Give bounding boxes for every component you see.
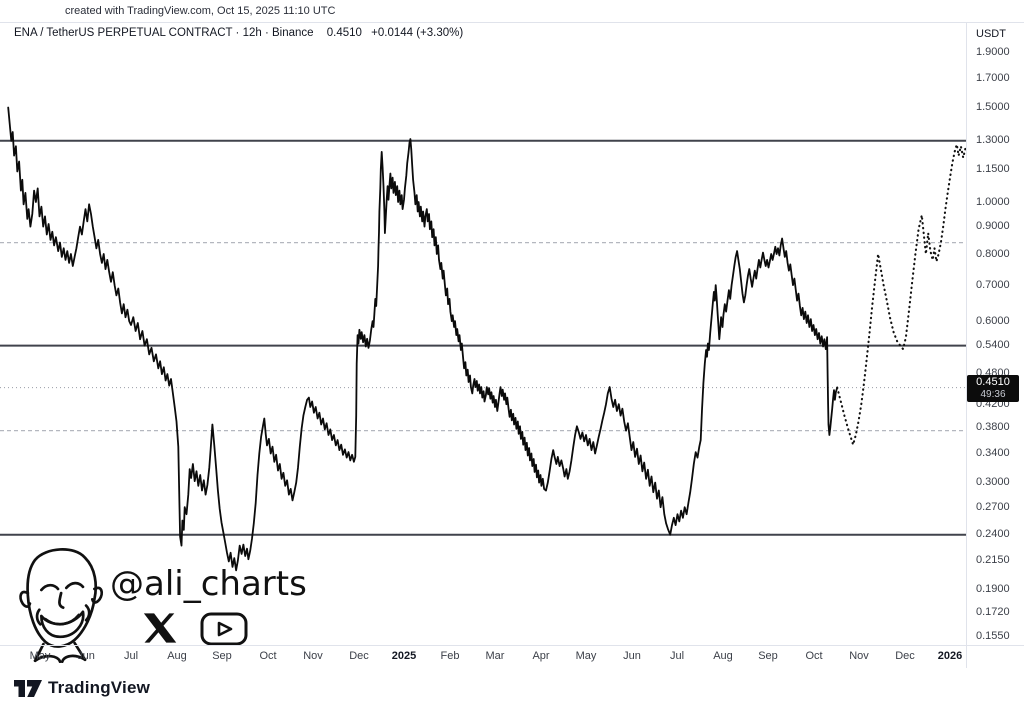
time-axis-label-oct: Oct [259, 650, 277, 662]
price-axis-label: 1.9000 [976, 46, 1010, 58]
time-axis-label-oct: Oct [805, 650, 823, 662]
time-axis-label-2026: 2026 [937, 650, 963, 662]
price-axis-divider [966, 22, 967, 668]
price-axis-label: 1.5000 [976, 101, 1010, 113]
price-axis-label: 1.1500 [976, 163, 1010, 175]
price-axis-label: 0.2400 [976, 528, 1010, 540]
time-axis-label-may: May [29, 650, 51, 662]
price-change: +0.0144 (+3.30%) [371, 27, 464, 39]
price-chart-pane[interactable] [0, 22, 966, 645]
price-axis-label: 0.2150 [976, 554, 1010, 566]
symbol-info-bar[interactable]: ENA / TetherUS PERPETUAL CONTRACT · 12h … [14, 27, 463, 39]
time-axis-label-aug: Aug [167, 650, 187, 662]
price-axis-label: 0.2700 [976, 501, 1010, 513]
time-axis-divider [0, 645, 1024, 646]
pane-top-divider [0, 22, 1024, 23]
tradingview-logo-icon [14, 680, 42, 697]
price-axis-label: 1.7000 [976, 72, 1010, 84]
last-price: 0.4510 [326, 27, 362, 39]
time-axis-label-apr: Apr [532, 650, 550, 662]
time-axis-label-2025: 2025 [391, 650, 417, 662]
current-price-value: 0.4510 [976, 376, 1010, 388]
time-axis-label-dec: Dec [895, 650, 915, 662]
time-axis-label-may: May [575, 650, 597, 662]
time-axis-label-feb: Feb [440, 650, 460, 662]
symbol-title: ENA / TetherUS PERPETUAL CONTRACT · 12h … [14, 27, 314, 39]
time-axis[interactable]: May Jun Jul Aug Sep Oct Nov Dec 2025 Feb Mar Apr May… [0, 645, 1024, 668]
time-axis-label-sep: Sep [758, 650, 778, 662]
price-axis[interactable]: USDT 1.9000 1.7000 1.5000 1.3000 1.1500 1.000… [966, 22, 1024, 645]
price-axis-label: 0.6000 [976, 315, 1010, 327]
price-axis-label: 1.3000 [976, 134, 1010, 146]
footer-bar: TradingView [0, 668, 1024, 711]
time-axis-label-nov: Nov [303, 650, 323, 662]
time-axis-label-jul: Jul [669, 650, 685, 662]
price-axis-label: 1.0000 [976, 196, 1010, 208]
time-axis-label-sep: Sep [212, 650, 232, 662]
time-axis-label-dec: Dec [349, 650, 369, 662]
time-axis-label-jun: Jun [623, 650, 641, 662]
price-axis-label: 0.7000 [976, 279, 1010, 291]
time-axis-label-jun: Jun [77, 650, 95, 662]
axis-currency-label: USDT [976, 28, 1006, 40]
price-line [7, 106, 839, 572]
time-axis-label-mar: Mar [485, 650, 505, 662]
price-axis-label: 0.5400 [976, 339, 1010, 351]
price-axis-label: 0.3800 [976, 421, 1010, 433]
price-axis-label: 0.9000 [976, 220, 1010, 232]
time-axis-label-aug: Aug [713, 650, 733, 662]
price-axis-label: 0.1550 [976, 630, 1010, 642]
price-axis-label: 0.8000 [976, 248, 1010, 260]
time-axis-label-jul: Jul [123, 650, 139, 662]
time-axis-label-nov: Nov [849, 650, 869, 662]
bar-countdown: 49:36 [980, 389, 1006, 400]
created-with-note: created with TradingView.com, Oct 15, 20… [65, 5, 336, 17]
price-axis-label: 0.1900 [976, 583, 1010, 595]
price-axis-label: 0.3400 [976, 447, 1010, 459]
price-axis-label: 0.1720 [976, 606, 1010, 618]
price-axis-label: 0.3000 [976, 476, 1010, 488]
current-price-label: 0.4510 49:36 [967, 375, 1019, 402]
projection-dotted-line [836, 143, 966, 446]
tradingview-wordmark: TradingView [48, 678, 151, 697]
